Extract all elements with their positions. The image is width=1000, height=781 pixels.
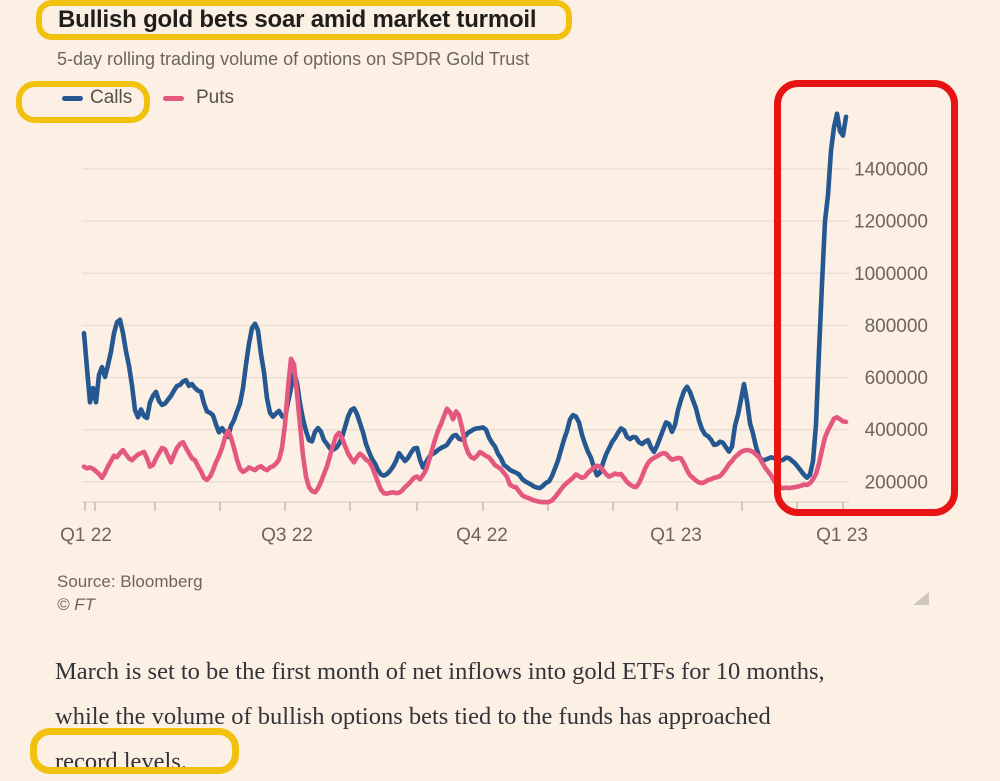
legend-label-puts: Puts bbox=[196, 87, 235, 108]
chart-title: Bullish gold bets soar amid market turmo… bbox=[58, 6, 537, 33]
source-credit: Source: Bloomberg bbox=[57, 572, 203, 591]
resize-handle-icon bbox=[913, 592, 929, 605]
y-axis-label: 1200000 bbox=[854, 212, 928, 233]
y-axis-label: 800000 bbox=[865, 316, 928, 337]
caption-line: record levels. bbox=[55, 748, 187, 775]
y-axis-label: 600000 bbox=[865, 368, 928, 389]
x-axis-label: Q1 23 bbox=[650, 525, 702, 546]
legend-label-calls: Calls bbox=[90, 87, 133, 108]
caption-line: while the volume of bullish options bets… bbox=[55, 703, 771, 730]
y-axis-label: 200000 bbox=[865, 472, 928, 493]
x-axis-label: Q3 22 bbox=[261, 525, 313, 546]
chart-subtitle: 5-day rolling trading volume of options … bbox=[57, 49, 530, 69]
y-axis-label: 1400000 bbox=[854, 159, 928, 180]
x-axis-label: Q1 23 bbox=[816, 525, 868, 546]
x-axis-label: Q1 22 bbox=[60, 525, 112, 546]
ft-copyright: © FT bbox=[57, 595, 96, 614]
series-line-puts bbox=[81, 356, 849, 505]
y-axis-label: 1000000 bbox=[854, 264, 928, 285]
x-axis-label: Q4 22 bbox=[456, 525, 508, 546]
caption-line: March is set to be the first month of ne… bbox=[55, 658, 825, 685]
legend-swatch-calls-icon bbox=[62, 96, 83, 101]
legend-swatch-puts-icon bbox=[163, 96, 184, 101]
y-axis-label: 400000 bbox=[865, 420, 928, 441]
article-caption: March is set to be the first month of ne… bbox=[55, 649, 985, 781]
